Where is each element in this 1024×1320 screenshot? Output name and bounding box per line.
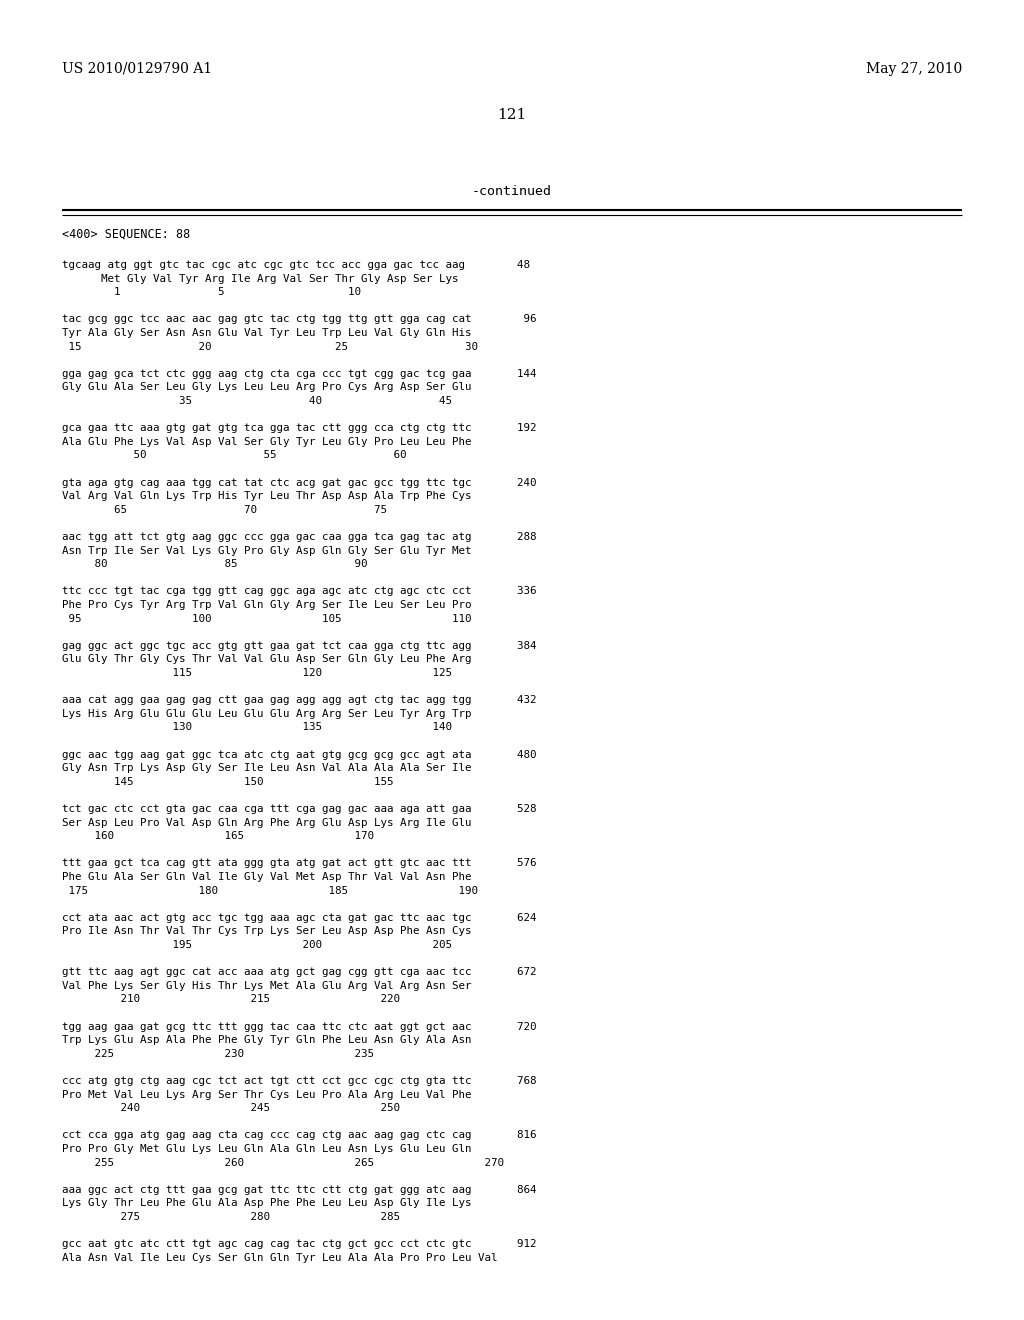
Text: gtt ttc aag agt ggc cat acc aaa atg gct gag cgg gtt cga aac tcc       672: gtt ttc aag agt ggc cat acc aaa atg gct …: [62, 968, 537, 977]
Text: ccc atg gtg ctg aag cgc tct act tgt ctt cct gcc cgc ctg gta ttc       768: ccc atg gtg ctg aag cgc tct act tgt ctt …: [62, 1076, 537, 1086]
Text: May 27, 2010: May 27, 2010: [865, 62, 962, 77]
Text: cct cca gga atg gag aag cta cag ccc cag ctg aac aag gag ctc cag       816: cct cca gga atg gag aag cta cag ccc cag …: [62, 1130, 537, 1140]
Text: aac tgg att tct gtg aag ggc ccc gga gac caa gga tca gag tac atg       288: aac tgg att tct gtg aag ggc ccc gga gac …: [62, 532, 537, 543]
Text: gca gaa ttc aaa gtg gat gtg tca gga tac ctt ggg cca ctg ctg ttc       192: gca gaa ttc aaa gtg gat gtg tca gga tac …: [62, 424, 537, 433]
Text: aaa cat agg gaa gag gag ctt gaa gag agg agg agt ctg tac agg tgg       432: aaa cat agg gaa gag gag ctt gaa gag agg …: [62, 696, 537, 705]
Text: 195                 200                 205: 195 200 205: [62, 940, 452, 950]
Text: 255                 260                 265                 270: 255 260 265 270: [62, 1158, 504, 1168]
Text: Ala Asn Val Ile Leu Cys Ser Gln Gln Tyr Leu Ala Ala Pro Pro Leu Val: Ala Asn Val Ile Leu Cys Ser Gln Gln Tyr …: [62, 1253, 498, 1263]
Text: 160                 165                 170: 160 165 170: [62, 832, 374, 841]
Text: 275                 280                 285: 275 280 285: [62, 1212, 400, 1222]
Text: 15                  20                   25                  30: 15 20 25 30: [62, 342, 478, 351]
Text: Gly Asn Trp Lys Asp Gly Ser Ile Leu Asn Val Ala Ala Ala Ser Ile: Gly Asn Trp Lys Asp Gly Ser Ile Leu Asn …: [62, 763, 471, 774]
Text: US 2010/0129790 A1: US 2010/0129790 A1: [62, 62, 212, 77]
Text: ggc aac tgg aag gat ggc tca atc ctg aat gtg gcg gcg gcc agt ata       480: ggc aac tgg aag gat ggc tca atc ctg aat …: [62, 750, 537, 759]
Text: Met Gly Val Tyr Arg Ile Arg Val Ser Thr Gly Asp Ser Lys: Met Gly Val Tyr Arg Ile Arg Val Ser Thr …: [62, 273, 459, 284]
Text: Phe Pro Cys Tyr Arg Trp Val Gln Gly Arg Ser Ile Leu Ser Leu Pro: Phe Pro Cys Tyr Arg Trp Val Gln Gly Arg …: [62, 601, 471, 610]
Text: Val Arg Val Gln Lys Trp His Tyr Leu Thr Asp Asp Ala Trp Phe Cys: Val Arg Val Gln Lys Trp His Tyr Leu Thr …: [62, 491, 471, 502]
Text: 175                 180                 185                 190: 175 180 185 190: [62, 886, 478, 895]
Text: Trp Lys Glu Asp Ala Phe Phe Gly Tyr Gln Phe Leu Asn Gly Ala Asn: Trp Lys Glu Asp Ala Phe Phe Gly Tyr Gln …: [62, 1035, 471, 1045]
Text: Pro Met Val Leu Lys Arg Ser Thr Cys Leu Pro Ala Arg Leu Val Phe: Pro Met Val Leu Lys Arg Ser Thr Cys Leu …: [62, 1089, 471, 1100]
Text: 210                 215                 220: 210 215 220: [62, 994, 400, 1005]
Text: <400> SEQUENCE: 88: <400> SEQUENCE: 88: [62, 228, 190, 242]
Text: gcc aat gtc atc ctt tgt agc cag cag tac ctg gct gcc cct ctc gtc       912: gcc aat gtc atc ctt tgt agc cag cag tac …: [62, 1239, 537, 1249]
Text: 50                  55                  60: 50 55 60: [62, 450, 407, 461]
Text: aaa ggc act ctg ttt gaa gcg gat ttc ttc ctt ctg gat ggg atc aag       864: aaa ggc act ctg ttt gaa gcg gat ttc ttc …: [62, 1185, 537, 1195]
Text: 130                 135                 140: 130 135 140: [62, 722, 452, 733]
Text: 145                 150                 155: 145 150 155: [62, 776, 393, 787]
Text: tct gac ctc cct gta gac caa cga ttt cga gag gac aaa aga att gaa       528: tct gac ctc cct gta gac caa cga ttt cga …: [62, 804, 537, 814]
Text: Ala Glu Phe Lys Val Asp Val Ser Gly Tyr Leu Gly Pro Leu Leu Phe: Ala Glu Phe Lys Val Asp Val Ser Gly Tyr …: [62, 437, 471, 446]
Text: 121: 121: [498, 108, 526, 121]
Text: Pro Ile Asn Thr Val Thr Cys Trp Lys Ser Leu Asp Asp Phe Asn Cys: Pro Ile Asn Thr Val Thr Cys Trp Lys Ser …: [62, 927, 471, 936]
Text: ttc ccc tgt tac cga tgg gtt cag ggc aga agc atc ctg agc ctc cct       336: ttc ccc tgt tac cga tgg gtt cag ggc aga …: [62, 586, 537, 597]
Text: 65                  70                  75: 65 70 75: [62, 504, 387, 515]
Text: 80                  85                  90: 80 85 90: [62, 560, 368, 569]
Text: Tyr Ala Gly Ser Asn Asn Glu Val Tyr Leu Trp Leu Val Gly Gln His: Tyr Ala Gly Ser Asn Asn Glu Val Tyr Leu …: [62, 327, 471, 338]
Text: 35                  40                  45: 35 40 45: [62, 396, 452, 407]
Text: Lys His Arg Glu Glu Glu Leu Glu Glu Arg Arg Ser Leu Tyr Arg Trp: Lys His Arg Glu Glu Glu Leu Glu Glu Arg …: [62, 709, 471, 719]
Text: 1               5                   10: 1 5 10: [62, 288, 361, 297]
Text: Gly Glu Ala Ser Leu Gly Lys Leu Leu Arg Pro Cys Arg Asp Ser Glu: Gly Glu Ala Ser Leu Gly Lys Leu Leu Arg …: [62, 383, 471, 392]
Text: Lys Gly Thr Leu Phe Glu Ala Asp Phe Phe Leu Leu Asp Gly Ile Lys: Lys Gly Thr Leu Phe Glu Ala Asp Phe Phe …: [62, 1199, 471, 1208]
Text: Asn Trp Ile Ser Val Lys Gly Pro Gly Asp Gln Gly Ser Glu Tyr Met: Asn Trp Ile Ser Val Lys Gly Pro Gly Asp …: [62, 545, 471, 556]
Text: ttt gaa gct tca cag gtt ata ggg gta atg gat act gtt gtc aac ttt       576: ttt gaa gct tca cag gtt ata ggg gta atg …: [62, 858, 537, 869]
Text: gta aga gtg cag aaa tgg cat tat ctc acg gat gac gcc tgg ttc tgc       240: gta aga gtg cag aaa tgg cat tat ctc acg …: [62, 478, 537, 487]
Text: tac gcg ggc tcc aac aac gag gtc tac ctg tgg ttg gtt gga cag cat        96: tac gcg ggc tcc aac aac gag gtc tac ctg …: [62, 314, 537, 325]
Text: Glu Gly Thr Gly Cys Thr Val Val Glu Asp Ser Gln Gly Leu Phe Arg: Glu Gly Thr Gly Cys Thr Val Val Glu Asp …: [62, 655, 471, 664]
Text: Val Phe Lys Ser Gly His Thr Lys Met Ala Glu Arg Val Arg Asn Ser: Val Phe Lys Ser Gly His Thr Lys Met Ala …: [62, 981, 471, 991]
Text: -continued: -continued: [472, 185, 552, 198]
Text: 240                 245                 250: 240 245 250: [62, 1104, 400, 1113]
Text: cct ata aac act gtg acc tgc tgg aaa agc cta gat gac ttc aac tgc       624: cct ata aac act gtg acc tgc tgg aaa agc …: [62, 913, 537, 923]
Text: tgg aag gaa gat gcg ttc ttt ggg tac caa ttc ctc aat ggt gct aac       720: tgg aag gaa gat gcg ttc ttt ggg tac caa …: [62, 1022, 537, 1032]
Text: Phe Glu Ala Ser Gln Val Ile Gly Val Met Asp Thr Val Val Asn Phe: Phe Glu Ala Ser Gln Val Ile Gly Val Met …: [62, 873, 471, 882]
Text: 95                 100                 105                 110: 95 100 105 110: [62, 614, 471, 623]
Text: tgcaag atg ggt gtc tac cgc atc cgc gtc tcc acc gga gac tcc aag        48: tgcaag atg ggt gtc tac cgc atc cgc gtc t…: [62, 260, 530, 271]
Text: gag ggc act ggc tgc acc gtg gtt gaa gat tct caa gga ctg ttc agg       384: gag ggc act ggc tgc acc gtg gtt gaa gat …: [62, 640, 537, 651]
Text: 115                 120                 125: 115 120 125: [62, 668, 452, 678]
Text: gga gag gca tct ctc ggg aag ctg cta cga ccc tgt cgg gac tcg gaa       144: gga gag gca tct ctc ggg aag ctg cta cga …: [62, 368, 537, 379]
Text: Ser Asp Leu Pro Val Asp Gln Arg Phe Arg Glu Asp Lys Arg Ile Glu: Ser Asp Leu Pro Val Asp Gln Arg Phe Arg …: [62, 817, 471, 828]
Text: Pro Pro Gly Met Glu Lys Leu Gln Ala Gln Leu Asn Lys Glu Leu Gln: Pro Pro Gly Met Glu Lys Leu Gln Ala Gln …: [62, 1144, 471, 1154]
Text: 225                 230                 235: 225 230 235: [62, 1049, 374, 1059]
